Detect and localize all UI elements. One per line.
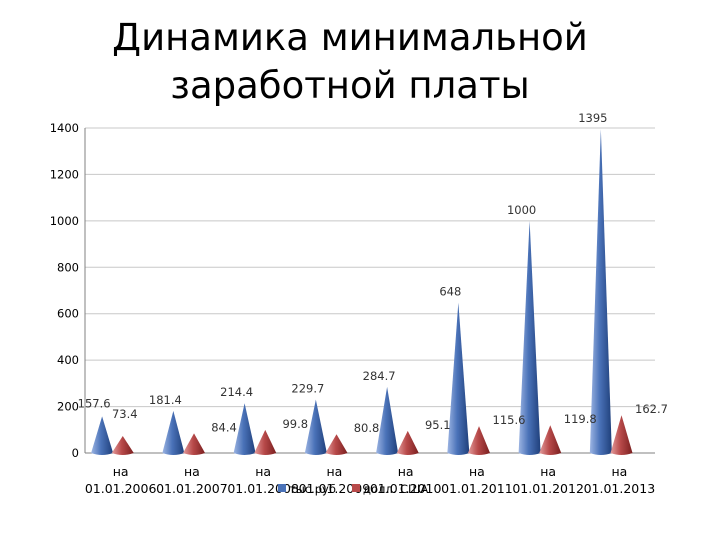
y-tick-label: 1400 — [50, 121, 79, 135]
y-tick-label: 1000 — [50, 214, 79, 228]
data-label: 95.1 — [425, 418, 451, 432]
cone-mark — [325, 434, 348, 455]
data-label: 1000 — [507, 203, 536, 217]
legend-label: тыс.руб — [289, 482, 336, 496]
data-label: 119.8 — [564, 412, 597, 426]
chart-marks — [91, 129, 633, 456]
cone-mark — [91, 416, 114, 455]
cone-mark — [111, 435, 134, 455]
y-tick-label: 0 — [72, 446, 79, 460]
gridlines — [84, 127, 655, 454]
data-label: 162.7 — [635, 402, 668, 416]
cone-mark — [233, 403, 256, 455]
cone-mark — [447, 302, 470, 455]
y-tick-label: 1200 — [50, 167, 79, 181]
cone-mark — [518, 220, 541, 455]
cone-mark — [396, 430, 419, 455]
y-tick-label: 600 — [57, 307, 79, 321]
y-tick-label: 800 — [57, 260, 79, 274]
cone-mark — [539, 425, 562, 455]
legend-label: долл. США — [363, 482, 428, 496]
cone-mark — [162, 410, 185, 455]
data-label: 115.6 — [493, 413, 526, 427]
cone-mark — [589, 129, 612, 456]
cone-mark — [254, 429, 277, 455]
data-label: 99.8 — [282, 417, 308, 431]
data-label: 284.7 — [363, 369, 396, 383]
cone-mark — [304, 399, 327, 455]
data-label: 84.4 — [211, 420, 237, 434]
cone-mark — [376, 386, 399, 455]
data-label: 157.6 — [78, 396, 111, 410]
chart-title: Динамика минимальной заработной платы — [100, 14, 600, 110]
y-axis-ticks: 0 200 400 600 800 1000 1200 1400 — [50, 121, 79, 460]
x-category-label: на 01.01.2007 — [156, 464, 228, 496]
legend-swatch — [278, 484, 286, 492]
data-label: 214.4 — [220, 385, 253, 399]
x-category-label: на 01.01.2006 — [85, 464, 157, 496]
x-category-label: на 01.01.2011 — [441, 464, 513, 496]
data-labels: 157.6 181.4 214.4 229.7 284.7 648 1000 1395 73.4… — [78, 111, 668, 435]
data-label: 648 — [439, 285, 461, 299]
cone-mark — [468, 426, 491, 455]
chart-title-line-1: Динамика минимальной — [112, 16, 588, 59]
data-label: 80.8 — [354, 421, 380, 435]
y-tick-label: 200 — [57, 400, 79, 414]
data-label: 1395 — [578, 111, 607, 125]
cone-mark — [183, 433, 206, 455]
cone-mark — [610, 415, 633, 455]
data-label: 73.4 — [112, 407, 138, 421]
data-label: 181.4 — [149, 393, 182, 407]
data-label: 229.7 — [291, 382, 324, 396]
y-tick-label: 400 — [57, 353, 79, 367]
x-category-label: на 01.01.2013 — [584, 464, 656, 496]
x-category-label: на 01.01.2012 — [512, 464, 584, 496]
legend-swatch — [352, 484, 360, 492]
x-category-label: на 01.01.2010 — [370, 464, 442, 496]
chart-title-line-2: заработной платы — [170, 64, 530, 107]
legend: тыс.руб долл. США — [278, 482, 428, 496]
